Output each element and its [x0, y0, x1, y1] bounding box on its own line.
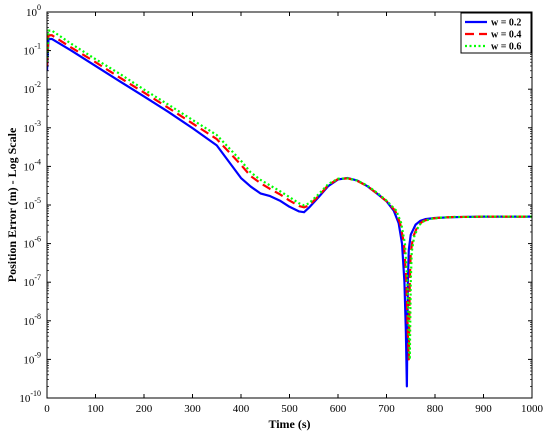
y-tick-label: 100	[26, 3, 41, 19]
x-tick-label: 900	[475, 403, 492, 415]
legend: w = 0.2w = 0.4w = 0.6	[460, 12, 532, 54]
legend-label-3: w = 0.6	[491, 42, 521, 53]
series-line-2	[47, 34, 532, 361]
y-tick-label: 10-6	[23, 235, 41, 251]
y-tick-label: 10-3	[23, 119, 41, 135]
series-line-1	[47, 37, 532, 388]
series-layer	[47, 29, 532, 388]
legend-label-1: w = 0.2	[491, 18, 521, 29]
y-axis-title: Position Error (m) - Log Scale	[5, 127, 19, 282]
ticks-layer: 0 100 200 300 400 500 600 700 800 900 1000 10-10 10-…	[19, 3, 543, 415]
y-tick-label: 10-2	[23, 80, 41, 96]
y-tick-label: 10-10	[19, 389, 41, 405]
x-tick-label: 700	[378, 403, 395, 415]
x-tick-label: 100	[87, 403, 104, 415]
x-tick-label: 200	[136, 403, 153, 415]
x-tick-label: 300	[184, 403, 201, 415]
x-tick-label: 600	[330, 403, 347, 415]
x-tick-label: 500	[281, 403, 298, 415]
y-tick-label: 10-5	[23, 196, 41, 212]
x-tick-label: 400	[233, 403, 250, 415]
x-tick-label: 0	[44, 403, 50, 415]
series-line-3	[47, 29, 532, 361]
y-tick-label: 10-9	[23, 350, 41, 366]
y-tick-label: 10-1	[23, 42, 41, 58]
y-tick-label: 10-4	[23, 157, 41, 173]
y-tick-label: 10-7	[23, 273, 41, 289]
plot-frame	[46, 11, 533, 399]
x-axis-title: Time (s)	[268, 417, 310, 431]
x-tick-label: 800	[427, 403, 444, 415]
legend-label-2: w = 0.4	[491, 30, 521, 41]
y-tick-label: 10-8	[23, 312, 41, 328]
x-tick-label: 1000	[521, 403, 544, 415]
